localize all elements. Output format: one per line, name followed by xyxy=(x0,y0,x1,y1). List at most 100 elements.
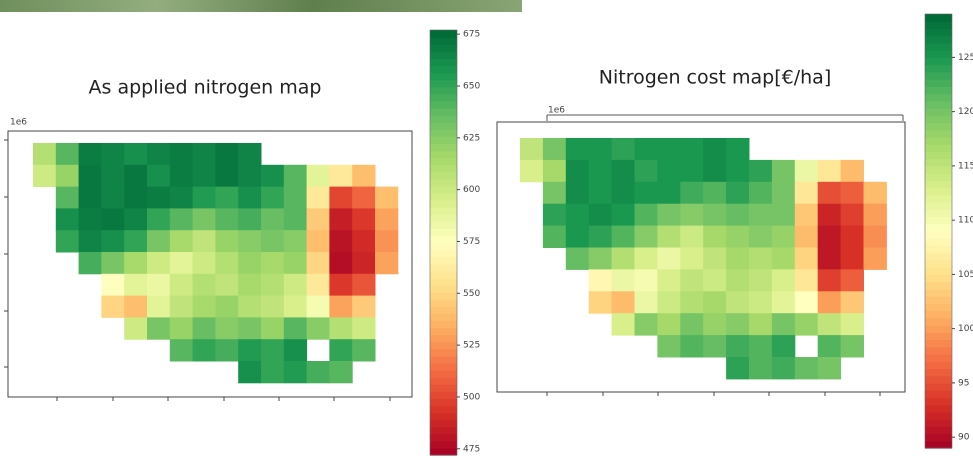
heat-cell xyxy=(124,230,147,252)
heat-cell xyxy=(56,165,79,187)
heat-cell xyxy=(147,230,170,252)
heat-cell xyxy=(635,313,658,335)
heat-cell xyxy=(193,274,216,296)
colorbar-band xyxy=(925,72,952,80)
colorbar-band xyxy=(430,391,457,399)
colorbar-band xyxy=(430,179,457,187)
colorbar-band xyxy=(925,57,952,65)
colorbar-band xyxy=(925,311,952,319)
heat-cell xyxy=(726,160,749,182)
heat-cell xyxy=(841,160,864,182)
heat-cell xyxy=(657,160,680,182)
offset-label: 1e6 xyxy=(548,106,565,116)
colorbar-band xyxy=(925,195,952,203)
heat-cell xyxy=(772,313,795,335)
colorbar-band xyxy=(925,188,952,196)
heat-cell xyxy=(703,182,726,204)
colorbar-band xyxy=(430,328,457,336)
colorbar-band xyxy=(925,115,952,123)
colorbar-band xyxy=(925,296,952,304)
colorbar-band xyxy=(430,313,457,321)
heat-cell xyxy=(543,226,566,248)
colorbar-band xyxy=(925,238,952,246)
heat-cell xyxy=(566,138,589,160)
heat-cell xyxy=(79,187,102,209)
colorbar-band xyxy=(430,448,457,456)
heat-cell xyxy=(589,248,612,270)
heat-cell xyxy=(795,204,818,226)
heat-cell xyxy=(329,317,352,339)
colorbar-tick-label: 105 xyxy=(958,270,973,280)
heat-cell xyxy=(657,226,680,248)
heat-cell xyxy=(261,274,284,296)
colorbar-band xyxy=(430,413,457,421)
colorbar-band xyxy=(925,94,952,102)
heat-cell xyxy=(284,296,307,318)
heat-cell xyxy=(193,317,216,339)
heat-cell xyxy=(170,339,193,361)
heat-cell xyxy=(261,187,284,209)
heat-cell xyxy=(79,143,102,165)
heat-cell xyxy=(749,335,772,357)
heat-cell xyxy=(566,182,589,204)
heat-cell xyxy=(101,187,124,209)
colorbar-band xyxy=(430,51,457,59)
heat-cell xyxy=(680,182,703,204)
heat-cell xyxy=(215,165,238,187)
heat-cell xyxy=(375,230,398,252)
heat-cell xyxy=(772,182,795,204)
heat-cell xyxy=(284,361,307,383)
heat-cell xyxy=(193,230,216,252)
heat-cell xyxy=(749,313,772,335)
colorbar-band xyxy=(430,243,457,251)
colorbar-band xyxy=(430,292,457,300)
heat-cell xyxy=(703,313,726,335)
colorbar-tick-label: 650 xyxy=(463,81,480,91)
heat-cell xyxy=(680,204,703,226)
heat-cell xyxy=(589,269,612,291)
heat-cell xyxy=(375,252,398,274)
heat-cell xyxy=(612,204,635,226)
colorbar-band xyxy=(925,166,952,174)
colorbar-band xyxy=(430,370,457,378)
heat-cell xyxy=(56,208,79,230)
heat-cell xyxy=(635,248,658,270)
colorbar-band xyxy=(925,144,952,152)
colorbar-band xyxy=(430,335,457,343)
heat-cell xyxy=(772,269,795,291)
colorbar-band xyxy=(925,123,952,131)
colorbar-band xyxy=(925,282,952,290)
heat-cell xyxy=(307,187,330,209)
heat-cell xyxy=(124,187,147,209)
heat-cell xyxy=(193,143,216,165)
heat-cell xyxy=(726,269,749,291)
colorbar-band xyxy=(925,14,952,22)
heat-cell xyxy=(657,138,680,160)
heat-cell xyxy=(680,138,703,160)
heat-cell xyxy=(543,138,566,160)
heat-cell xyxy=(329,274,352,296)
heat-cell xyxy=(352,252,375,274)
colorbar-band xyxy=(430,143,457,151)
colorbar-band xyxy=(430,65,457,73)
heat-cell xyxy=(215,274,238,296)
colorbar-tick-label: 115 xyxy=(958,161,973,171)
colorbar-band xyxy=(925,318,952,326)
heat-cell xyxy=(261,361,284,383)
colorbar-band xyxy=(925,303,952,311)
heat-cell xyxy=(79,252,102,274)
heat-cell xyxy=(612,182,635,204)
heat-cell xyxy=(101,252,124,274)
colorbar-band xyxy=(430,80,457,88)
heat-cell xyxy=(795,291,818,313)
heat-cell xyxy=(818,226,841,248)
colorbar-band xyxy=(430,172,457,180)
colorbar-tick-label: 500 xyxy=(463,392,480,402)
colorbar-band xyxy=(430,101,457,109)
heat-cell xyxy=(612,291,635,313)
colorbar-band xyxy=(925,253,952,261)
heat-cell xyxy=(818,160,841,182)
heat-cell xyxy=(703,269,726,291)
heat-cell xyxy=(749,357,772,379)
heat-cell xyxy=(589,204,612,226)
